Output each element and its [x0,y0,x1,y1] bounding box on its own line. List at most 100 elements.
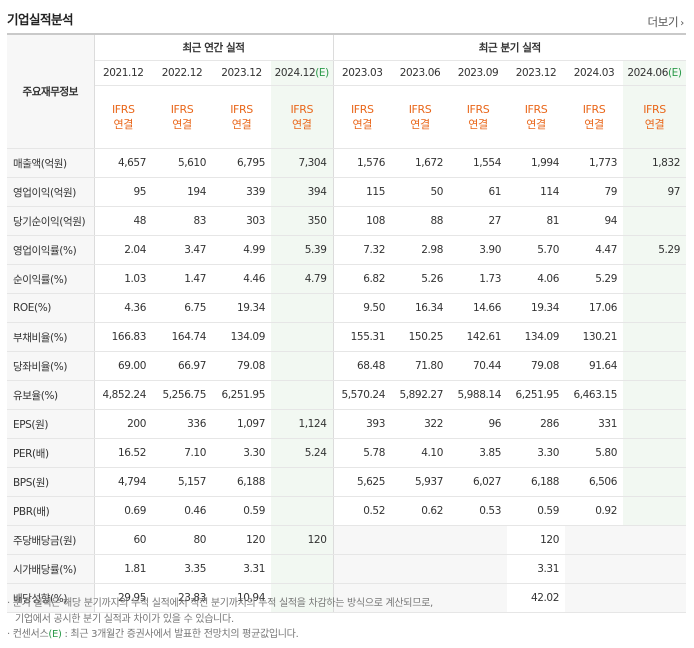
table-row: ROE(%) 4.36 6.75 19.34 9.50 16.34 14.66 19.34 17… [7,293,686,323]
table-cell: 3.30 [507,438,565,468]
table-cell: 97 [623,177,686,207]
basis-standard: IFRS [408,103,432,116]
period-label: 2023.03 [341,67,383,79]
period-label: 2022.12 [161,67,203,79]
row-label: 당좌비율(%) [7,351,95,381]
table-cell: 3.90 [449,235,507,265]
table-cell: 331 [565,409,623,439]
row-label: 유보율(%) [7,380,95,410]
table-cell: 1,773 [565,148,623,178]
basis-scope: 연결 [468,118,488,131]
basis-scope: 연결 [292,118,312,131]
footnote-2-pre: · 컨센서스 [7,629,49,640]
table-cell: 5.29 [565,264,623,294]
table-cell: 2.04 [94,235,152,265]
table-cell: 5.80 [565,438,623,468]
table-cell: 5,892.27 [391,380,449,410]
row-label: EPS(원) [7,409,95,439]
accounting-basis: IFRS 연결 [333,85,391,149]
table-row: EPS(원) 200 336 1,097 1,124 393 322 96 286 331 [7,409,686,439]
table-cell: 142.61 [449,322,507,352]
table-cell: 115 [333,177,391,207]
table-cell: 4.36 [94,293,152,323]
period-label: 2024.06 [627,67,668,79]
table-cell: 5,256.75 [152,380,212,410]
table-cell: 4,657 [94,148,152,178]
table-cell [333,525,391,555]
table-cell: 19.34 [507,293,565,323]
basis-scope: 연결 [644,118,665,131]
table-cell: 164.74 [152,322,212,352]
table-cell: 7.32 [333,235,391,265]
table-cell: 393 [333,409,391,439]
table-cell: 68.48 [333,351,391,381]
table-cell: 394 [271,177,334,207]
table-cell: 155.31 [333,322,391,352]
table-cell: 80 [152,525,212,555]
table-cell: 3.30 [212,438,271,468]
table-cell: 16.52 [94,438,152,468]
table-cell: 66.97 [152,351,212,381]
accounting-basis: IFRS 연결 [507,85,565,149]
section-title: 기업실적분석 [7,12,74,27]
footnote-1-cont: 기업에서 공시한 분기 실적과 차이가 있을 수 있습니다. [15,613,234,625]
table-row: 영업이익률(%) 2.04 3.47 4.99 5.39 7.32 2.98 3.90 5.70… [7,235,686,265]
table-cell: 95 [94,177,152,207]
table-cell [623,409,686,439]
table-cell [449,525,507,555]
table-cell: 2.98 [391,235,449,265]
more-link[interactable]: 더보기 › [647,14,684,30]
table-cell: 23.83 [152,583,212,613]
table-cell [271,496,334,526]
table-cell [271,467,334,497]
table-cell: 4.10 [391,438,449,468]
period-header: 2023.06 [391,60,449,86]
period-header: 2023.12 [212,60,271,86]
period-header: 2023.09 [449,60,507,86]
table-cell: 14.66 [449,293,507,323]
table-cell: 1.81 [94,554,152,584]
table-cell: 0.62 [391,496,449,526]
basis-scope: 연결 [113,118,134,131]
table-cell: 5.26 [391,264,449,294]
table-cell [271,380,334,410]
table-cell: 91.64 [565,351,623,381]
table-cell: 1,994 [507,148,565,178]
table-row: PER(배) 16.52 7.10 3.30 5.24 5.78 4.10 3.85 3.30 5… [7,438,686,468]
table-cell: 194 [152,177,212,207]
row-label: 배당성향(%) [7,583,95,613]
table-cell [565,525,623,555]
table-cell: 3.47 [152,235,212,265]
table-cell [449,554,507,584]
basis-scope: 연결 [172,118,192,131]
table-cell: 1.03 [94,264,152,294]
row-header-label: 주요재무정보 [7,34,95,149]
row-label: 부채비율(%) [7,322,95,352]
table-row: 시가배당률(%) 1.81 3.35 3.31 3.31 [7,554,686,584]
table-cell: 339 [212,177,271,207]
basis-scope: 연결 [584,118,604,131]
table-cell: 17.06 [565,293,623,323]
basis-scope: 연결 [352,118,373,131]
period-header: 2021.12 [94,60,152,86]
table-cell: 70.44 [449,351,507,381]
table-cell [271,351,334,381]
table-cell: 5.24 [271,438,334,468]
period-header: 2023.12 [507,60,565,86]
basis-standard: IFRS [643,103,666,116]
period-header: 2024.12(E) [271,60,334,86]
table-cell: 6,463.15 [565,380,623,410]
table-cell: 0.59 [212,496,271,526]
table-cell: 322 [391,409,449,439]
table-cell: 19.34 [212,293,271,323]
table-cell: 0.59 [507,496,565,526]
table-cell: 60 [94,525,152,555]
table-cell: 10.94 [212,583,271,613]
table-row: 영업이익(억원) 95 194 339 394 115 50 61 114 79 97 [7,177,686,207]
table-cell: 79.08 [212,351,271,381]
basis-scope: 연결 [410,118,430,131]
table-cell: 200 [94,409,152,439]
table-cell: 6,251.95 [507,380,565,410]
row-label: BPS(원) [7,467,95,497]
table-cell: 166.83 [94,322,152,352]
